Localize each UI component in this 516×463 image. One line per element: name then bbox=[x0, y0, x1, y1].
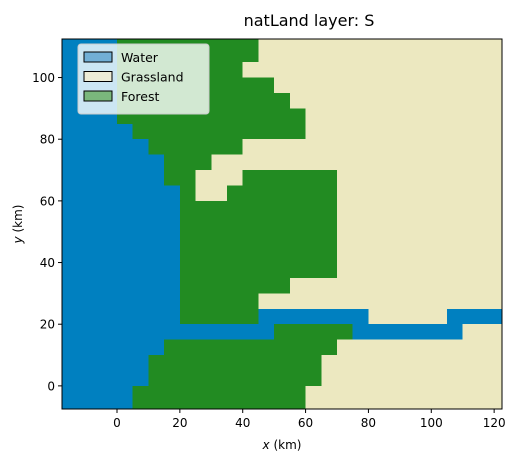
cell-grassland bbox=[305, 123, 503, 140]
plot-area bbox=[62, 39, 503, 410]
cell-forest bbox=[164, 154, 212, 171]
cell-water bbox=[62, 370, 149, 387]
cell-water bbox=[62, 154, 165, 171]
cell-water bbox=[62, 355, 149, 371]
cell-grassland bbox=[462, 324, 503, 341]
x-tick-label: 80 bbox=[361, 416, 376, 430]
cell-grassland bbox=[195, 185, 228, 202]
cell-grassland bbox=[337, 200, 503, 279]
y-tick-label: 0 bbox=[47, 379, 55, 393]
cell-grassland bbox=[195, 170, 244, 186]
x-tick-label: 40 bbox=[235, 416, 250, 430]
cell-forest bbox=[274, 324, 354, 341]
cell-water bbox=[258, 308, 369, 325]
legend-label-water: Water bbox=[121, 50, 159, 65]
cell-water bbox=[62, 170, 165, 186]
cell-water bbox=[62, 385, 134, 402]
cell-grassland bbox=[368, 308, 448, 325]
cell-grassland bbox=[258, 293, 503, 310]
cell-grassland bbox=[337, 170, 503, 186]
cell-grassland bbox=[289, 277, 503, 294]
y-axis: 0 20 40 60 80 100 bbox=[32, 71, 62, 393]
cell-grassland bbox=[305, 385, 503, 402]
cell-forest bbox=[179, 277, 291, 294]
cell-water bbox=[62, 200, 181, 279]
x-axis-label: x (km) bbox=[262, 438, 302, 452]
cell-grassland bbox=[289, 92, 503, 109]
cell-grassland bbox=[337, 185, 503, 202]
y-axis-label: y (km) bbox=[11, 205, 25, 245]
cell-water bbox=[62, 185, 181, 202]
y-tick-label: 20 bbox=[40, 318, 55, 332]
x-tick-label: 60 bbox=[298, 416, 313, 430]
y-tick-label: 80 bbox=[40, 133, 55, 147]
x-tick-label: 120 bbox=[483, 416, 506, 430]
legend-swatch-water bbox=[83, 51, 113, 63]
cell-water bbox=[62, 123, 134, 140]
cell-water bbox=[352, 324, 464, 341]
cell-water bbox=[62, 277, 181, 294]
cell-grassland bbox=[242, 139, 503, 156]
cell-forest bbox=[179, 293, 259, 310]
plot-frame bbox=[61, 38, 503, 410]
cell-grassland bbox=[305, 108, 503, 125]
cell-water bbox=[447, 308, 503, 325]
cell-forest bbox=[148, 370, 322, 387]
cell-grassland bbox=[242, 62, 503, 78]
cell-forest bbox=[179, 185, 196, 202]
cell-forest bbox=[132, 401, 306, 410]
chart-title: natLand layer: S bbox=[244, 11, 375, 30]
cell-grassland bbox=[337, 339, 503, 356]
y-axis-unit: (km) bbox=[11, 205, 25, 237]
cell-forest bbox=[148, 355, 322, 371]
cell-grassland bbox=[274, 77, 503, 94]
x-axis-unit: (km) bbox=[270, 438, 302, 452]
cell-grassland bbox=[321, 370, 503, 387]
cell-water bbox=[62, 308, 181, 325]
x-tick-label: 100 bbox=[420, 416, 443, 430]
cell-water bbox=[62, 324, 275, 341]
x-tick-label: 0 bbox=[113, 416, 121, 430]
y-tick-label: 60 bbox=[40, 194, 55, 208]
cell-forest bbox=[132, 123, 306, 140]
cell-water bbox=[62, 139, 149, 156]
legend: Water Grassland Forest bbox=[77, 43, 210, 115]
y-tick-label: 40 bbox=[40, 256, 55, 270]
x-axis: 0 20 40 60 80 100 120 bbox=[113, 409, 506, 430]
cell-grassland bbox=[321, 355, 503, 371]
cell-forest bbox=[164, 339, 338, 356]
cell-forest bbox=[164, 170, 196, 186]
cell-grassland bbox=[258, 39, 503, 63]
y-tick-label: 100 bbox=[32, 71, 55, 85]
cell-forest bbox=[227, 185, 338, 202]
cell-grassland bbox=[211, 154, 503, 171]
cell-forest bbox=[132, 385, 306, 402]
legend-swatch-forest bbox=[83, 90, 113, 102]
cell-grassland bbox=[305, 401, 503, 410]
legend-label-grassland: Grassland bbox=[121, 70, 184, 85]
cell-water bbox=[62, 339, 165, 356]
x-tick-label: 20 bbox=[172, 416, 187, 430]
cell-water bbox=[62, 401, 134, 410]
cell-forest bbox=[242, 170, 338, 186]
cell-water bbox=[62, 293, 181, 310]
y-axis-var: y bbox=[11, 235, 25, 244]
x-axis-var: x bbox=[262, 438, 271, 452]
cell-forest bbox=[148, 139, 244, 156]
legend-label-forest: Forest bbox=[121, 89, 159, 104]
cell-forest bbox=[179, 308, 259, 325]
cell-forest bbox=[179, 200, 338, 279]
legend-swatch-grassland bbox=[83, 71, 113, 82]
